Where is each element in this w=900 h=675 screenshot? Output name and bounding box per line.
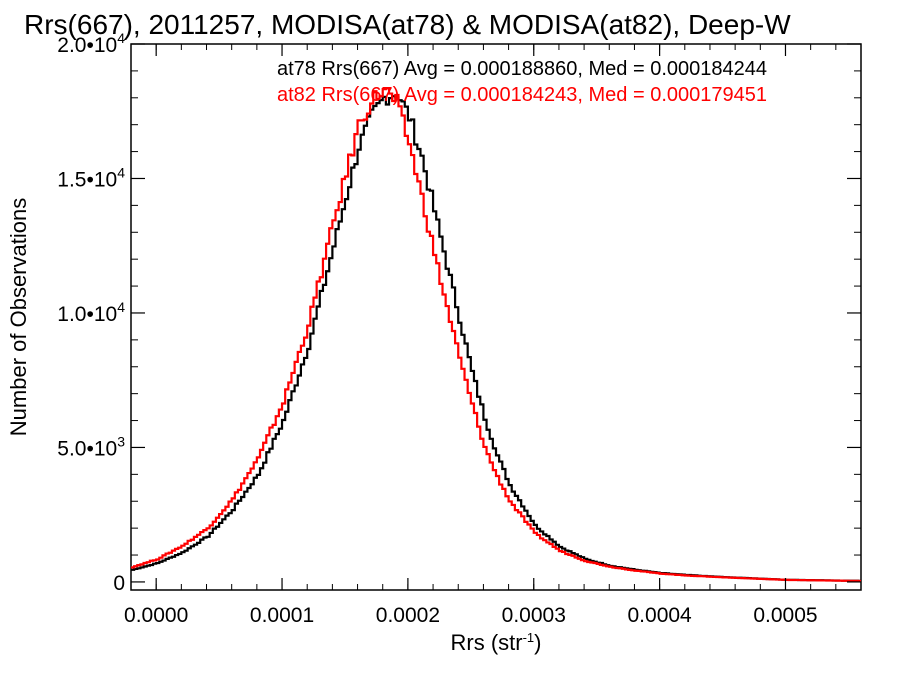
y-tick-exponent: 4 — [117, 164, 125, 180]
legend-entry-at78: at78 Rrs(667) Avg = 0.000188860, Med = 0… — [277, 58, 767, 80]
y-tick-mantissa: 2.0•10 — [57, 34, 117, 57]
x-tick-label: 0.0002 — [376, 604, 440, 627]
series-layer — [131, 87, 861, 583]
plot-frame — [130, 43, 862, 591]
x-axis-ticks: 0.0000 0.0001 0.0002 0.0003 0.0004 0.0005 — [124, 44, 862, 627]
legend-entry-at82: at82 Rrs(667) Avg = 0.000184243, Med = 0… — [277, 84, 767, 106]
y-tick-exponent: 4 — [117, 30, 125, 46]
y-tick-mantissa: 5.0•10 — [57, 437, 117, 460]
chart-title: Rrs(667), 2011257, MODISA(at78) & MODISA… — [24, 9, 791, 40]
x-axis-title: Rrs (str-1) — [451, 630, 542, 655]
y-tick-mantissa: 0 — [113, 572, 125, 595]
y-tick-label: 5.0•103 — [57, 433, 125, 460]
series-line-at78 — [131, 95, 861, 582]
x-tick-label: 0.0004 — [628, 604, 693, 627]
x-tick-label: 0.0001 — [250, 604, 314, 627]
x-tick-label: 0.0003 — [502, 604, 566, 627]
plot-border — [130, 43, 862, 591]
y-tick-mantissa: 1.0•10 — [57, 303, 117, 326]
y-axis-title: Number of Observations — [6, 198, 31, 436]
y-tick-label: 2.0•104 — [57, 30, 125, 57]
y-tick-exponent: 3 — [117, 433, 125, 449]
x-tick-label: 0.0005 — [753, 604, 817, 627]
y-tick-label: 1.5•104 — [57, 164, 125, 191]
x-axis-title-text: Rrs (str — [451, 630, 523, 655]
y-tick-label: 0 — [113, 572, 125, 595]
x-tick-label: 0.0000 — [124, 604, 188, 627]
x-axis-title-close: ) — [534, 630, 541, 655]
legend: at78 Rrs(667) Avg = 0.000188860, Med = 0… — [277, 58, 767, 106]
series-line-at82 — [131, 87, 861, 583]
y-tick-exponent: 4 — [117, 299, 125, 315]
x-axis-title-superscript: -1 — [523, 630, 535, 645]
y-tick-label: 1.0•104 — [57, 299, 125, 326]
y-tick-mantissa: 1.5•10 — [57, 168, 117, 191]
